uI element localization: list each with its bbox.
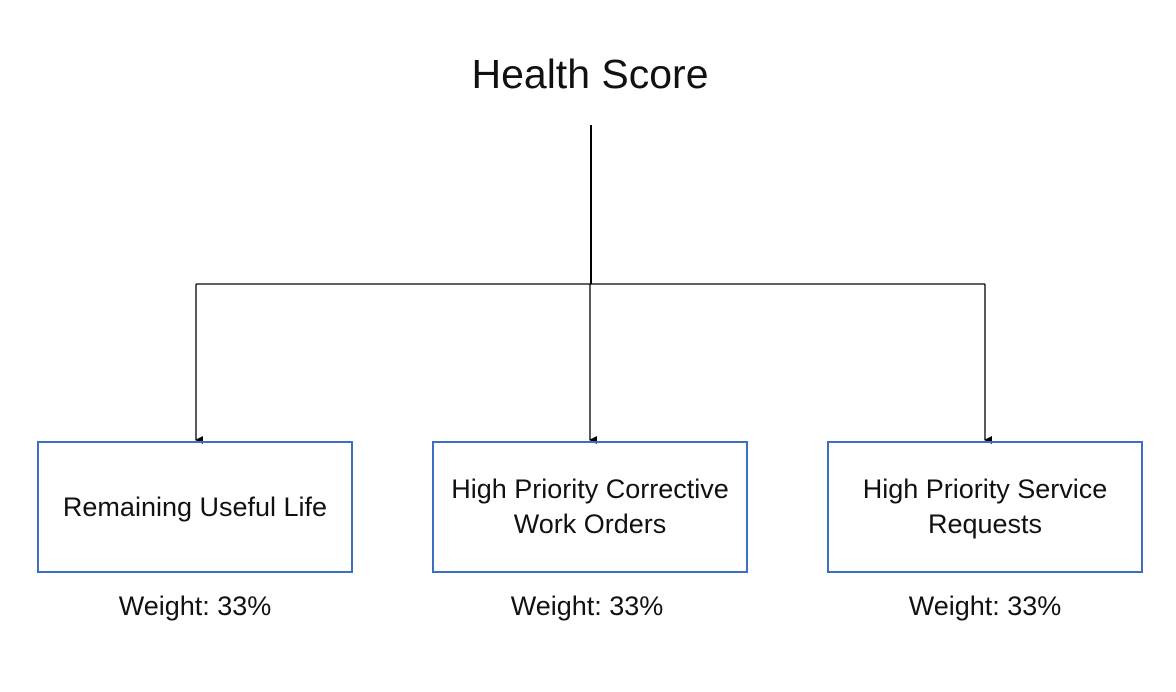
weight-corrective-work-orders: Weight: 33% — [510, 591, 664, 621]
factor-box-corrective-work-orders: High Priority Corrective Work Orders — [432, 441, 748, 573]
factor-label: High Priority Corrective Work Orders — [451, 474, 729, 539]
weight-service-requests: Weight: 33% — [908, 591, 1062, 621]
diagram-title: Health Score — [471, 51, 709, 97]
factor-box-remaining-useful-life: Remaining Useful Life — [37, 441, 353, 573]
factor-label: High Priority Service Requests — [862, 474, 1108, 539]
factor-box-service-requests: High Priority Service Requests — [827, 441, 1143, 573]
weight-remaining-useful-life: Weight: 33% — [118, 591, 272, 621]
factor-label: Remaining Useful Life — [62, 491, 328, 522]
